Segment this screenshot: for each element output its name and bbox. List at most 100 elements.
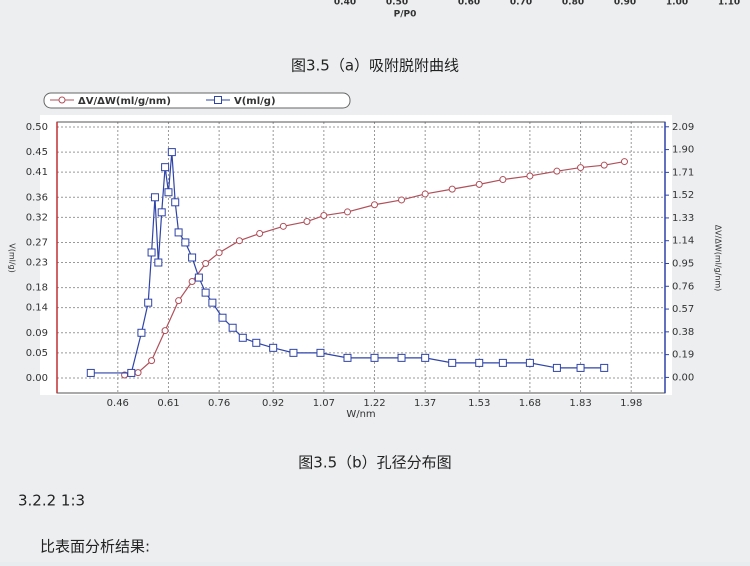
data-point — [553, 167, 561, 175]
y-tick-label: 0.05 — [26, 348, 48, 359]
top-tick-label: 0.50 — [386, 0, 408, 8]
data-point — [421, 190, 429, 198]
y-tick-label: 0.41 — [26, 167, 48, 178]
data-point — [320, 212, 328, 220]
data-point — [620, 158, 628, 166]
data-point — [194, 273, 203, 282]
data-point — [279, 222, 287, 230]
top-tick-label: 1.00 — [666, 0, 688, 8]
legend-marker — [214, 96, 222, 104]
y2-tick-label: 0.00 — [672, 372, 694, 383]
data-point — [600, 363, 609, 372]
paragraph: 比表面分析结果: — [40, 538, 150, 556]
data-point — [526, 172, 534, 180]
data-point — [316, 348, 325, 357]
data-point — [238, 333, 247, 342]
y-axis-title: V(ml/g) — [8, 243, 17, 273]
y-tick-label: 0.14 — [26, 303, 48, 314]
y-tick-label: 0.45 — [26, 147, 48, 158]
data-point — [421, 353, 430, 362]
y-tick-label: 0.18 — [26, 283, 48, 294]
y2-tick-label: 0.76 — [672, 281, 694, 292]
data-point — [144, 298, 153, 307]
x-tick-label: 1.68 — [519, 398, 541, 409]
y-tick-label: 0.09 — [26, 328, 48, 339]
section-heading: 3.2.2 1:3 — [18, 492, 85, 510]
y2-tick-label: 0.57 — [672, 304, 694, 315]
data-point — [252, 338, 261, 347]
data-point — [161, 163, 170, 172]
x-tick-label: 1.98 — [620, 398, 642, 409]
y2-tick-label: 2.09 — [672, 122, 694, 133]
data-point — [343, 353, 352, 362]
legend-label: V(ml/g) — [234, 96, 276, 107]
plot-background — [40, 115, 672, 395]
data-point — [448, 358, 457, 367]
x-tick-label: 1.22 — [363, 398, 385, 409]
top-tick-label: 0.90 — [614, 0, 636, 8]
data-point — [269, 343, 278, 352]
data-point — [228, 323, 237, 332]
y2-tick-label: 1.14 — [672, 236, 694, 247]
data-point — [171, 198, 180, 207]
legend-marker — [58, 96, 66, 104]
y2-axis-title: ΔV/ΔW(ml/g/nm) — [714, 225, 723, 292]
y-tick-label: 0.32 — [26, 212, 48, 223]
x-tick-label: 1.83 — [569, 398, 591, 409]
data-point — [499, 176, 507, 184]
data-point — [343, 208, 351, 216]
y-tick-label: 0.23 — [26, 258, 48, 269]
x-tick-label: 1.53 — [468, 398, 490, 409]
legend-label: ΔV/ΔW(ml/g/nm) — [78, 96, 171, 107]
data-point — [167, 148, 176, 157]
data-point — [475, 180, 483, 188]
data-point — [218, 313, 227, 322]
data-point — [161, 327, 169, 335]
data-point — [303, 218, 311, 226]
data-point — [134, 369, 142, 377]
data-point — [397, 353, 406, 362]
data-point — [215, 249, 223, 257]
data-point — [154, 258, 163, 267]
data-point — [576, 363, 585, 372]
data-point — [208, 298, 217, 307]
data-point — [188, 253, 197, 262]
data-point — [181, 238, 190, 247]
data-point — [600, 161, 608, 169]
caption: 图3.5（b）孔径分布图 — [298, 454, 451, 472]
data-point — [164, 188, 173, 197]
y2-tick-label: 1.90 — [672, 145, 694, 156]
x-tick-label: 0.76 — [208, 398, 230, 409]
y2-tick-label: 0.19 — [672, 350, 694, 361]
data-point — [150, 193, 159, 202]
data-point — [552, 363, 561, 372]
data-point — [577, 164, 585, 172]
top-tick-label: 1.10 — [718, 0, 740, 8]
data-point — [175, 297, 183, 305]
data-point — [188, 277, 196, 285]
y-tick-label: 0.27 — [26, 237, 48, 248]
x-tick-label: 1.07 — [313, 398, 335, 409]
data-point — [398, 196, 406, 204]
caption: 图3.5（a）吸附脱附曲线 — [291, 57, 459, 75]
y2-tick-label: 1.71 — [672, 167, 694, 178]
data-point — [448, 185, 456, 193]
y2-tick-label: 1.52 — [672, 190, 694, 201]
top-tick-label: 0.40 — [334, 0, 356, 8]
data-point — [371, 201, 379, 209]
y2-tick-label: 0.38 — [672, 327, 694, 338]
legend-box — [43, 92, 351, 109]
top-tick-label: 0.80 — [562, 0, 584, 8]
data-point — [157, 208, 166, 217]
data-point — [201, 288, 210, 297]
y-tick-label: 0.36 — [26, 192, 48, 203]
series-line — [90, 152, 605, 374]
data-point — [148, 357, 156, 365]
data-point — [202, 259, 210, 267]
data-point — [370, 353, 379, 362]
y-tick-label: 0.00 — [26, 373, 48, 384]
data-point — [174, 228, 183, 237]
data-point — [256, 230, 264, 238]
data-point — [137, 328, 146, 337]
